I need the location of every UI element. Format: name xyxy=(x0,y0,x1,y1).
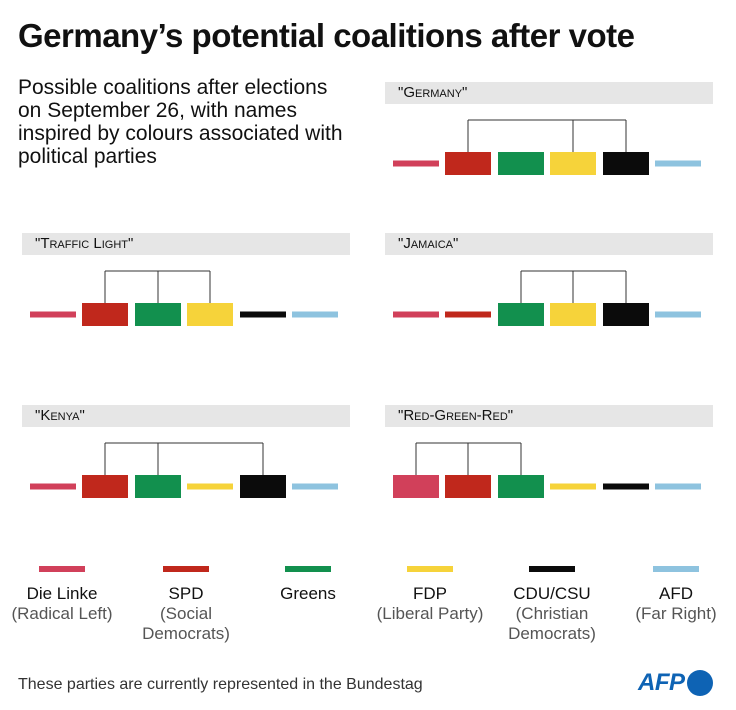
party-legend: Die Linke (Radical Left) SPD (Social Dem… xyxy=(0,566,736,646)
party-line-linke xyxy=(30,483,76,490)
coalition-germany-panel: "Germany" xyxy=(385,82,713,212)
subtitle: Possible coalitions after elections on S… xyxy=(18,76,343,168)
party-line-afd xyxy=(655,311,701,318)
party-line-fdp xyxy=(187,483,233,490)
legend-party-desc: (Radical Left) xyxy=(11,604,113,623)
legend-party-name: Die Linke xyxy=(26,584,98,603)
party-line-afd xyxy=(655,483,701,490)
coalition-bar-spd xyxy=(82,303,128,326)
coalition-bar-greens xyxy=(498,303,544,326)
legend-swatch xyxy=(39,566,85,572)
legend-party-desc: (Liberal Party) xyxy=(376,604,484,623)
afp-logo-dot xyxy=(686,670,713,696)
legend-party-name: FDP xyxy=(413,584,447,603)
legend-item-afd: AFD (Far Right) xyxy=(616,566,736,624)
coalition-diagram xyxy=(393,270,701,326)
page-title: Germany’s potential coalitions after vot… xyxy=(18,17,635,54)
legend-party-name: SPD xyxy=(168,584,204,603)
coalition-title: "Jamaica" xyxy=(385,233,713,255)
legend-party-name: CDU/CSU xyxy=(513,584,591,603)
coalition-bar-greens xyxy=(498,475,544,498)
legend-swatch xyxy=(653,566,699,572)
legend-swatch xyxy=(163,566,209,572)
party-line-afd xyxy=(292,483,338,490)
footnote: These parties are currently represented … xyxy=(18,676,423,693)
coalition-diagram xyxy=(393,119,701,175)
coalition-bar-spd xyxy=(445,475,491,498)
party-line-afd xyxy=(292,311,338,318)
coalition-bar-linke xyxy=(393,475,439,498)
legend-party-name: AFD xyxy=(659,584,693,603)
afp-logo: AFP xyxy=(638,668,713,698)
coalition-title: "Germany" xyxy=(385,82,713,104)
coalition-diagram xyxy=(30,270,338,326)
party-line-cdu xyxy=(603,483,649,490)
coalition-kenya-panel: "Kenya" xyxy=(22,405,350,535)
legend-swatch xyxy=(285,566,331,572)
coalition-bar-cdu xyxy=(603,303,649,326)
coalition-bar-cdu xyxy=(603,152,649,175)
coalition-bar-fdp xyxy=(550,152,596,175)
coalition-bar-greens xyxy=(135,475,181,498)
coalition-title: "Kenya" xyxy=(22,405,350,427)
legend-item-die-linke: Die Linke (Radical Left) xyxy=(2,566,122,624)
legend-party-desc: (Far Right) xyxy=(635,604,717,623)
coalition-bar-spd xyxy=(82,475,128,498)
coalition-title: "Red-Green-Red" xyxy=(385,405,713,427)
party-line-afd xyxy=(655,160,701,167)
party-line-fdp xyxy=(550,483,596,490)
legend-item-cdu-csu: CDU/CSU (Christian Democrats) xyxy=(492,566,612,644)
coalition-title: "Traffic Light" xyxy=(22,233,350,255)
party-line-spd xyxy=(445,311,491,318)
coalition-bar-fdp xyxy=(187,303,233,326)
party-line-linke xyxy=(393,311,439,318)
coalition-bar-spd xyxy=(445,152,491,175)
party-line-cdu xyxy=(240,311,286,318)
coalition-traffic-light-panel: "Traffic Light" xyxy=(22,233,350,363)
legend-item-fdp: FDP (Liberal Party) xyxy=(370,566,490,624)
coalition-bar-cdu xyxy=(240,475,286,498)
coalition-red-green-red-panel: "Red-Green-Red" xyxy=(385,405,713,535)
coalition-bar-greens xyxy=(135,303,181,326)
legend-item-greens: Greens xyxy=(248,566,368,604)
coalition-bar-fdp xyxy=(550,303,596,326)
coalition-diagram xyxy=(393,442,701,498)
legend-item-spd: SPD (Social Democrats) xyxy=(126,566,246,644)
legend-party-name: Greens xyxy=(280,584,336,603)
legend-party-desc: (Social Democrats) xyxy=(142,604,230,643)
coalition-jamaica-panel: "Jamaica" xyxy=(385,233,713,363)
coalition-bar-greens xyxy=(498,152,544,175)
legend-party-desc: (Christian Democrats) xyxy=(508,604,596,643)
legend-swatch xyxy=(407,566,453,572)
party-line-linke xyxy=(30,311,76,318)
coalition-diagram xyxy=(30,442,338,498)
party-line-linke xyxy=(393,160,439,167)
legend-swatch xyxy=(529,566,575,572)
afp-logo-text: AFP xyxy=(638,669,685,696)
